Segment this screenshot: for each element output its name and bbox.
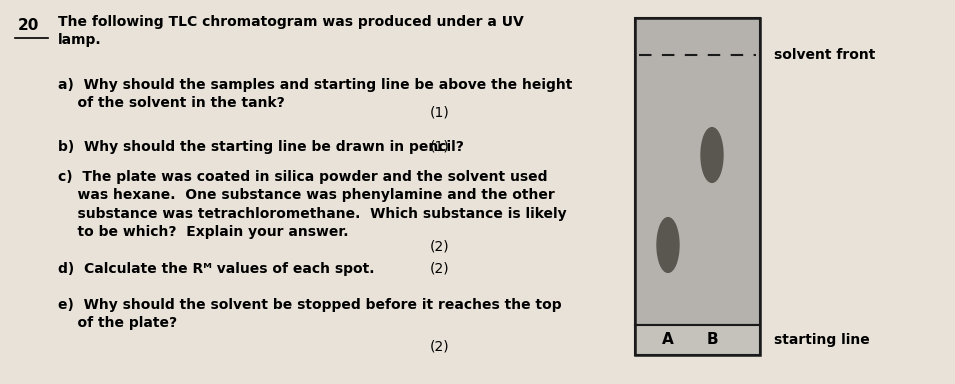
Text: c)  The plate was coated in silica powder and the solvent used
    was hexane.  : c) The plate was coated in silica powder…	[58, 170, 566, 239]
Text: a)  Why should the samples and starting line be above the height
    of the solv: a) Why should the samples and starting l…	[58, 78, 572, 111]
Text: starting line: starting line	[775, 333, 870, 347]
Text: A: A	[662, 333, 674, 348]
Ellipse shape	[701, 127, 723, 182]
Text: b)  Why should the starting line be drawn in pencil?: b) Why should the starting line be drawn…	[58, 140, 464, 154]
Text: (1): (1)	[430, 105, 450, 119]
Text: B: B	[706, 333, 718, 348]
Text: (2): (2)	[430, 340, 450, 354]
Bar	[635, 325, 760, 355]
Text: (2): (2)	[430, 240, 450, 254]
Text: (1): (1)	[430, 140, 450, 154]
Text: (2): (2)	[430, 262, 450, 276]
Text: 20: 20	[18, 18, 39, 33]
Text: solvent front: solvent front	[775, 48, 876, 62]
Bar	[635, 18, 760, 355]
Ellipse shape	[657, 218, 679, 272]
Bar	[635, 18, 760, 325]
Text: e)  Why should the solvent be stopped before it reaches the top
    of the plate: e) Why should the solvent be stopped bef…	[58, 298, 562, 330]
Text: The following TLC chromatogram was produced under a UV
lamp.: The following TLC chromatogram was produ…	[58, 15, 523, 47]
Text: d)  Calculate the Rᴹ values of each spot.: d) Calculate the Rᴹ values of each spot.	[58, 262, 374, 276]
